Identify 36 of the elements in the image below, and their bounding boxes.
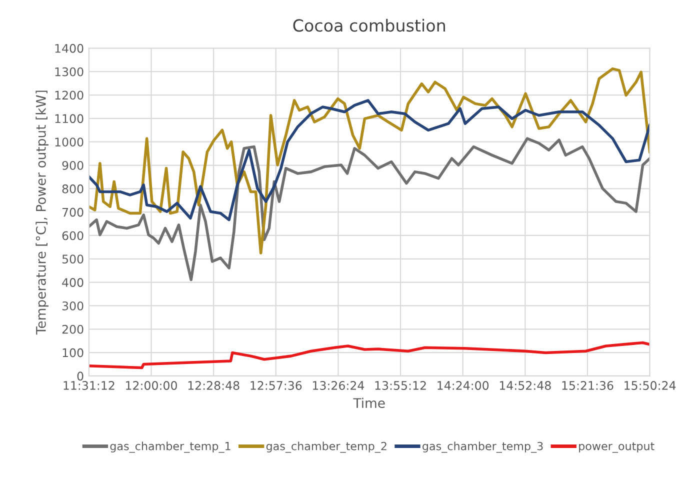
y-tick-label: 500 xyxy=(62,254,84,264)
y-tick-label: 400 xyxy=(62,278,84,287)
x-tick-label: 12:57:36 xyxy=(250,381,302,390)
y-tick-label: 200 xyxy=(62,324,84,334)
y-tick-label: 900 xyxy=(62,160,84,170)
y-tick-label: 1000 xyxy=(55,138,84,146)
x-tick-label: 12:00:00 xyxy=(126,381,177,390)
line-series xyxy=(88,67,650,254)
y-tick-label: 700 xyxy=(62,208,84,217)
y-tick-label: 300 xyxy=(62,301,84,310)
y-tick-label: 0 xyxy=(77,372,84,381)
x-axis-title: Time xyxy=(353,398,385,408)
x-tick-label: 15:50:24 xyxy=(624,381,676,390)
x-tick-label: 13:26:24 xyxy=(312,381,364,390)
line-series xyxy=(88,99,650,222)
y-tick-label: 1100 xyxy=(55,114,84,124)
y-tick-label: 100 xyxy=(62,348,84,358)
chart-title: Cocoa combustion xyxy=(293,18,445,32)
line-series xyxy=(88,341,650,370)
y-tick-label: 1200 xyxy=(55,90,84,100)
y-tick-label: 800 xyxy=(62,184,84,194)
x-tick-label: 15:21:36 xyxy=(562,381,614,390)
y-tick-label: 1300 xyxy=(55,67,84,76)
legend-label: gas_chamber_temp_1 xyxy=(110,442,230,453)
x-tick-label: 12:28:48 xyxy=(188,381,240,390)
line-series xyxy=(88,137,650,282)
legend-label: gas_chamber_temp_3 xyxy=(422,442,543,453)
legend-label: gas_chamber_temp_2 xyxy=(266,442,386,453)
x-tick-label: 13:55:12 xyxy=(375,381,426,390)
y-tick-label: 1400 xyxy=(55,44,84,53)
x-tick-label: 11:31:12 xyxy=(64,381,114,390)
y-axis-title: Temperature [°C], Power output [kW] xyxy=(36,90,48,335)
legend-label: power_output xyxy=(579,442,654,453)
x-tick-label: 14:52:48 xyxy=(500,381,551,390)
x-tick-label: 14:24:00 xyxy=(438,381,489,390)
y-tick-label: 600 xyxy=(62,231,84,240)
